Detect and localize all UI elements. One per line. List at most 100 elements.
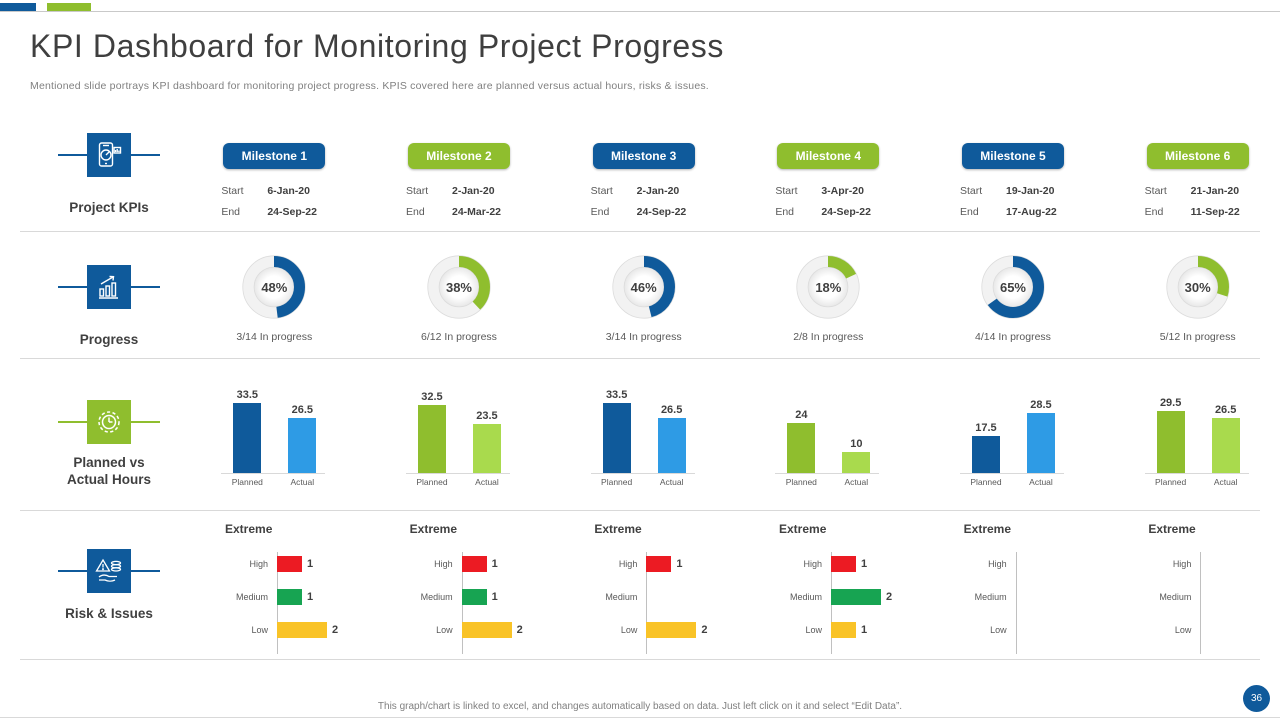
bottom-divider [0,717,1280,718]
progress-donut-chart[interactable]: 46% [612,255,676,319]
end-label: End [405,206,425,218]
progress-percent: 65% [999,279,1026,295]
risk-high-row: High 1 [190,556,366,572]
risk-chart[interactable]: Extreme High 1 Medium 1 Low 2 [190,522,366,655]
milestone-kpi-cell: Milestone 1 Start 6-Jan-20 End 24-Sep-22 [182,128,367,231]
planned-vs-actual-chart[interactable]: 33.5 26.5 Planned Actual [221,384,327,496]
chart-baseline [221,473,326,474]
risk-rows: High Medium Low [929,552,1105,654]
risk-medium-label: Medium [235,592,268,602]
milestone-badge[interactable]: Milestone 6 [1146,143,1249,169]
risk-medium-label: Medium [789,592,822,602]
risk-axis-line [646,552,648,654]
accent-bar-blue [0,3,36,12]
kpi-phone-gauge-icon [58,133,160,177]
end-date-value: 11-Sep-22 [1190,206,1240,218]
milestone-progress-cell: 30% 5/12 In progress [1105,236,1280,358]
risk-chart[interactable]: Extreme High 1 Medium Low 2 [559,522,735,655]
end-label: End [959,206,979,218]
progress-donut-chart[interactable]: 30% [1166,255,1230,319]
actual-axis-label: Actual [844,477,869,487]
risk-medium-bar [277,589,302,605]
planned-bar [1156,411,1185,473]
risk-high-label: High [249,559,268,569]
risk-axis-line [1200,552,1202,654]
risk-low-label: Low [990,625,1007,635]
progress-donut-svg [796,255,860,319]
planned-vs-actual-chart[interactable]: 33.5 26.5 Planned Actual [590,384,697,496]
actual-bar [1026,413,1055,473]
milestone-badge[interactable]: Milestone 2 [407,143,510,169]
milestone-badge[interactable]: Milestone 1 [223,143,326,169]
risk-high-row: High [1113,556,1280,572]
risk-chart[interactable]: Extreme High 1 Medium 2 Low 1 [744,522,920,655]
actual-value: 26.5 [660,404,683,416]
milestone-risk-cell: Extreme High Medium Low [921,514,1106,659]
planned-vs-actual-chart[interactable]: 29.5 26.5 Planned Actual [1144,384,1251,496]
planned-value: 32.5 [421,391,443,403]
end-label: End [590,206,610,218]
risk-low-label: Low [436,625,453,635]
progress-donut-chart[interactable]: 38% [427,255,491,319]
actual-value: 23.5 [476,410,498,422]
gear-clock-icon [58,400,160,444]
progress-donut-chart[interactable]: 65% [981,255,1045,319]
milestone-hours-cell: 32.5 23.5 Planned Actual [367,362,552,510]
progress-donut-chart[interactable]: 48% [242,255,306,319]
start-date-value: 21-Jan-20 [1190,185,1240,197]
chart-baseline [959,473,1064,474]
risk-low-row: Low 2 [559,622,735,638]
risk-group-title: Extreme [779,522,827,536]
risk-low-bar [831,622,856,638]
planned-vs-actual-chart[interactable]: 32.5 23.5 Planned Actual [405,384,512,496]
progress-caption: 2/8 In progress [793,331,864,343]
risk-low-row: Low [1113,622,1280,638]
risk-issues-label: Risk & Issues [65,606,153,621]
risk-medium-value: 1 [491,591,498,603]
end-date-value: 24-Sep-22 [636,206,687,218]
risk-medium-bar [461,589,487,605]
actual-bar [288,418,317,473]
progress-donut-chart[interactable]: 18% [796,255,860,319]
row-divider [20,358,1260,359]
risk-high-row: High 1 [375,556,551,572]
planned-axis-label: Planned [785,477,817,487]
risk-chart[interactable]: Extreme High 1 Medium 1 Low 2 [375,522,551,655]
accent-bar-green [47,3,91,12]
risk-chart[interactable]: Extreme High Medium Low [929,522,1105,655]
risk-high-label: High [1172,559,1192,569]
actual-axis-label: Actual [475,477,499,487]
top-divider [0,11,1280,12]
risk-medium-row: Medium [929,589,1105,605]
risk-low-label: Low [620,625,638,635]
milestone-badge[interactable]: Milestone 5 [961,143,1064,169]
risk-high-value: 1 [491,558,498,570]
risk-low-label: Low [251,625,268,635]
risk-high-bar [277,556,302,572]
sidebar-progress: Progress [28,265,190,348]
page-title: KPI Dashboard for Monitoring Project Pro… [30,28,724,64]
planned-bar [971,436,1000,473]
risk-group-title: Extreme [409,522,458,536]
start-label: Start [405,185,429,197]
milestone-badge[interactable]: Milestone 4 [777,143,880,169]
risk-high-label: High [988,559,1007,569]
start-date-value: 2-Jan-20 [451,185,495,197]
milestone-hours-cell: 29.5 26.5 Planned Actual [1105,362,1280,510]
progress-percent: 18% [815,279,842,295]
risk-low-row: Low 1 [744,622,920,638]
milestone-badge[interactable]: Milestone 3 [592,143,695,169]
risk-rows: High 1 Medium 2 Low 1 [744,552,920,654]
risk-medium-row: Medium 2 [744,589,920,605]
sidebar-risk-issues: Risk & Issues [28,549,190,622]
risk-chart[interactable]: Extreme High Medium Low [1113,522,1280,655]
start-label: Start [775,185,798,197]
end-date-value: 24-Mar-22 [451,206,502,218]
milestones-row: Milestone 1 Start 6-Jan-20 End 24-Sep-22… [182,128,1280,231]
milestone-risk-cell: Extreme High Medium Low [1105,514,1280,659]
risk-axis-line [1015,552,1017,654]
planned-vs-actual-chart[interactable]: 24 10 Planned Actual [775,384,881,496]
planned-vs-actual-chart[interactable]: 17.5 28.5 Planned Actual [959,384,1066,496]
planned-axis-label: Planned [231,477,263,487]
